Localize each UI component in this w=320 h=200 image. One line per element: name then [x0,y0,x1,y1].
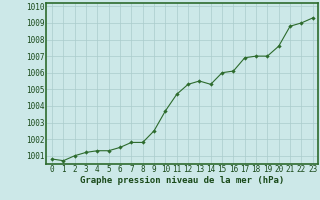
X-axis label: Graphe pression niveau de la mer (hPa): Graphe pression niveau de la mer (hPa) [80,176,284,185]
